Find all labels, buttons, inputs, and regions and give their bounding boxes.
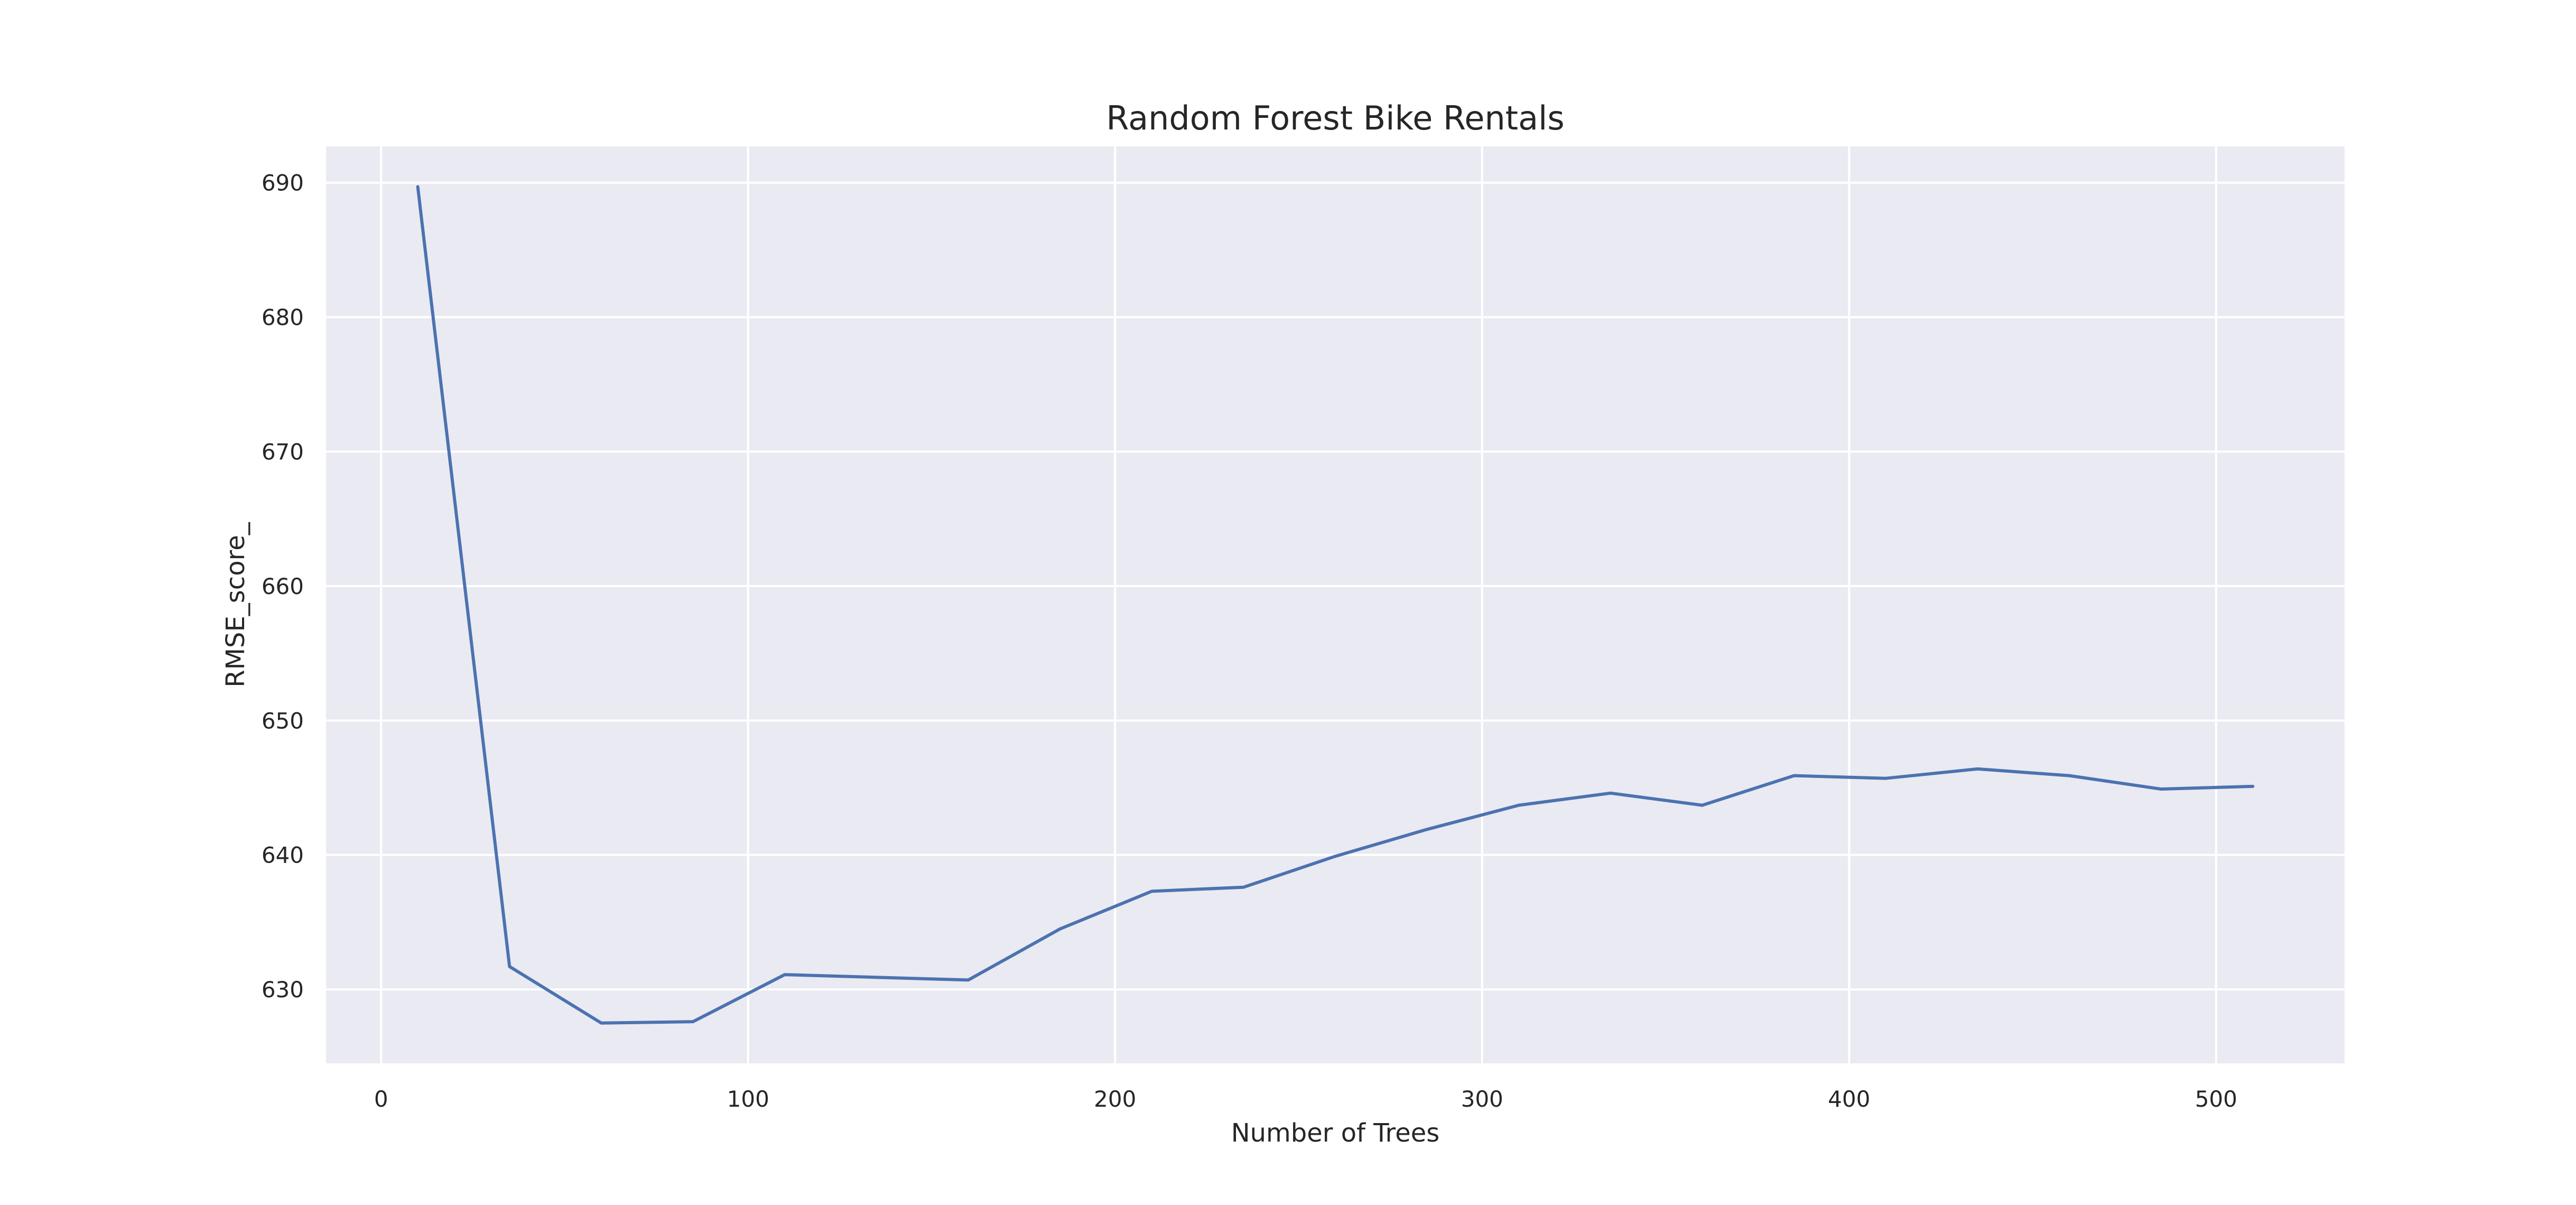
series-layer — [416, 185, 2255, 1025]
data-point — [2069, 775, 2070, 776]
data-point — [1151, 891, 1152, 892]
data-point — [1977, 768, 1978, 769]
x-tick-label: 500 — [2195, 1086, 2237, 1112]
y-tick-label: 690 — [262, 170, 304, 196]
y-tick-label: 670 — [262, 439, 304, 465]
grid-lines — [326, 146, 2345, 1063]
data-point — [509, 966, 510, 967]
x-tick-label: 100 — [727, 1086, 769, 1112]
data-point — [876, 977, 877, 978]
y-tick-label: 630 — [262, 977, 304, 1003]
x-tick-label: 200 — [1094, 1086, 1136, 1112]
data-point — [1335, 856, 1336, 857]
plot-area — [326, 146, 2345, 1063]
y-tick-label: 680 — [262, 304, 304, 330]
y-tick-label: 640 — [262, 842, 304, 868]
chart-title: Random Forest Bike Rentals — [1106, 99, 1564, 137]
y-tick-label: 650 — [262, 708, 304, 734]
y-tick-label: 660 — [262, 573, 304, 599]
x-tick-label: 300 — [1461, 1086, 1503, 1112]
x-axis-label: Number of Trees — [1231, 1118, 1440, 1148]
y-axis-label: RMSE_score_ — [221, 522, 250, 688]
x-tick-label: 400 — [1828, 1086, 1870, 1112]
x-tick-label: 0 — [374, 1086, 388, 1112]
series-line — [416, 185, 2255, 1025]
tick-labels: 0 100 200 300 400 500 630 640 650 660 670 680 690 — [262, 170, 2237, 1112]
